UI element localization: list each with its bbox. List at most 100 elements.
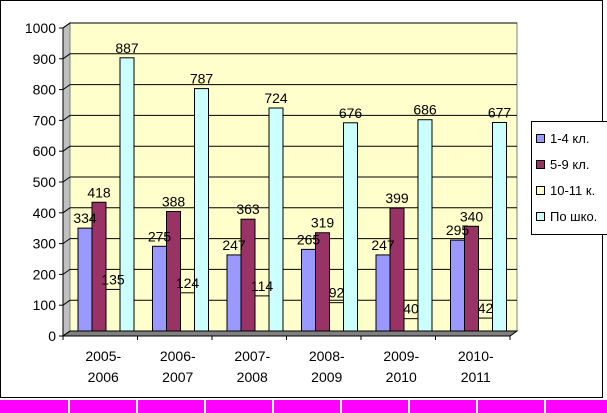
data-label-s3-c3: 114 [251,278,274,294]
data-label-s1-c3: 247 [222,237,246,253]
data-label-s4-c4: 676 [339,105,363,121]
bar-s1-c5 [375,254,391,332]
strip-separator-3 [204,400,206,413]
bar-s3-c2 [180,292,195,332]
grid-depth-2 [62,268,71,275]
data-label-s2-c1: 418 [87,184,111,200]
legend-item-1: 1-4 кл. [536,130,589,146]
legend-swatch-2 [536,159,545,169]
data-label-s1-c4: 265 [297,231,321,247]
legend: 1-4 кл. 5-9 кл. 10-11 к. По шко. [531,121,607,235]
data-label-s1-c1: 334 [73,210,97,226]
data-label-s1-c6: 295 [446,222,470,238]
y-tick-label-5: 500 [33,174,57,190]
data-label-s3-c1: 135 [101,271,125,287]
bar-s4-c1 [119,57,135,332]
x-tick-label-1-line-2: 2006 [88,369,119,385]
grid-depth-9 [62,53,71,60]
grid-depth-4 [62,207,71,214]
data-label-s4-c3: 724 [264,90,288,106]
grid-depth-10 [62,22,71,29]
legend-label-4: По шко. [550,208,598,224]
data-label-s2-c6: 340 [460,208,484,224]
x-tick-label-2-line-1: 2006- [160,348,196,364]
bottom-strip [0,400,607,413]
strip-separator-1 [68,400,70,413]
bar-s2-c1 [91,201,107,332]
y-tick-label-8: 800 [33,82,57,98]
x-tick-label-6-line-2: 2011 [461,369,491,385]
bar-s2-c2 [166,210,181,332]
legend-label-3: 10-11 к. [550,182,596,198]
grid-depth-8 [62,84,71,91]
data-label-s2-c3: 363 [236,201,260,217]
legend-item-3: 10-11 к. [536,182,595,198]
strip-separator-7 [476,400,478,413]
grid-depth-3 [62,238,71,245]
bar-s4-c5 [417,119,433,332]
bar-s2-c4 [315,232,330,332]
bar-s4-c2 [194,88,209,332]
x-tick-label-1-line-1: 2005- [85,348,121,364]
data-label-s4-c1: 887 [115,40,139,56]
y-tick-label-0: 0 [48,328,56,344]
bar-s3-c1 [105,288,121,332]
y-tick-label-4: 400 [33,205,57,221]
data-label-s2-c5: 399 [385,190,409,206]
x-tick-label-4-line-2: 2009 [311,369,342,385]
grid-depth-1 [62,299,71,306]
bar-s3-c6 [478,317,493,332]
x-tick-label-2-line-2: 2007 [162,369,193,385]
data-label-s4-c2: 787 [190,71,214,87]
legend-item-4: По шко. [536,208,597,224]
data-label-s1-c2: 275 [148,228,172,244]
floor [61,330,519,337]
strip-separator-2 [136,400,138,413]
chart-area: 0 100 200 300 400 500 600 700 800 900 1000 334 418 13… [0,0,607,398]
legend-swatch-1 [536,133,545,143]
x-tick-label-4-line-1: 2008- [309,348,345,364]
grid-depth-6 [62,145,71,152]
data-label-s4-c6: 677 [488,104,512,120]
bar-chart: 0 100 200 300 400 500 600 700 800 900 1000 334 418 13… [25,20,519,385]
y-tick-label-1: 100 [33,297,57,313]
x-tick-label-5-line-2: 2010 [386,369,417,385]
strip-separator-4 [272,400,274,413]
legend-label-2: 5-9 кл. [550,156,590,172]
data-label-s1-c5: 247 [371,237,395,253]
bar-s1-c2 [152,245,167,332]
bar-s3-c5 [403,318,419,332]
bar-s1-c1 [77,227,93,332]
data-label-s2-c2: 388 [162,193,186,209]
y-tick-label-10: 1000 [25,20,56,36]
data-label-s3-c4: 92 [329,285,345,301]
x-tick-label-3-line-2: 2008 [237,369,268,385]
data-label-s4-c5: 686 [413,102,437,118]
bar-s4-c6 [492,121,507,332]
bar-s3-c3 [254,295,270,332]
legend-swatch-3 [536,185,545,195]
bar-s4-c3 [268,107,284,332]
x-tick-label-5-line-1: 2009- [383,348,419,364]
strip-separator-6 [408,400,410,413]
bar-s3-c4 [329,302,344,332]
data-label-s3-c6: 42 [478,300,494,316]
grid-depth-5 [62,176,71,183]
bar-s2-c6 [464,225,479,332]
data-label-s3-c2: 124 [176,275,200,291]
x-tick-label-3-line-1: 2007- [234,348,270,364]
bar-s2-c5 [389,207,405,332]
bar-s1-c3 [226,254,242,332]
grid-depth-0 [62,330,71,337]
y-tick-label-3: 300 [33,236,57,252]
data-label-s2-c4: 319 [311,215,335,231]
bar-s2-c3 [240,218,256,332]
bar-s4-c4 [343,122,358,332]
y-tick-label-2: 200 [33,266,57,282]
grid-depth-7 [62,114,71,121]
strip-separator-5 [340,400,342,413]
bar-s1-c6 [450,239,465,332]
x-tick-label-6-line-1: 2010- [458,348,494,364]
legend-swatch-4 [536,211,545,221]
y-tick-label-7: 700 [33,112,57,128]
